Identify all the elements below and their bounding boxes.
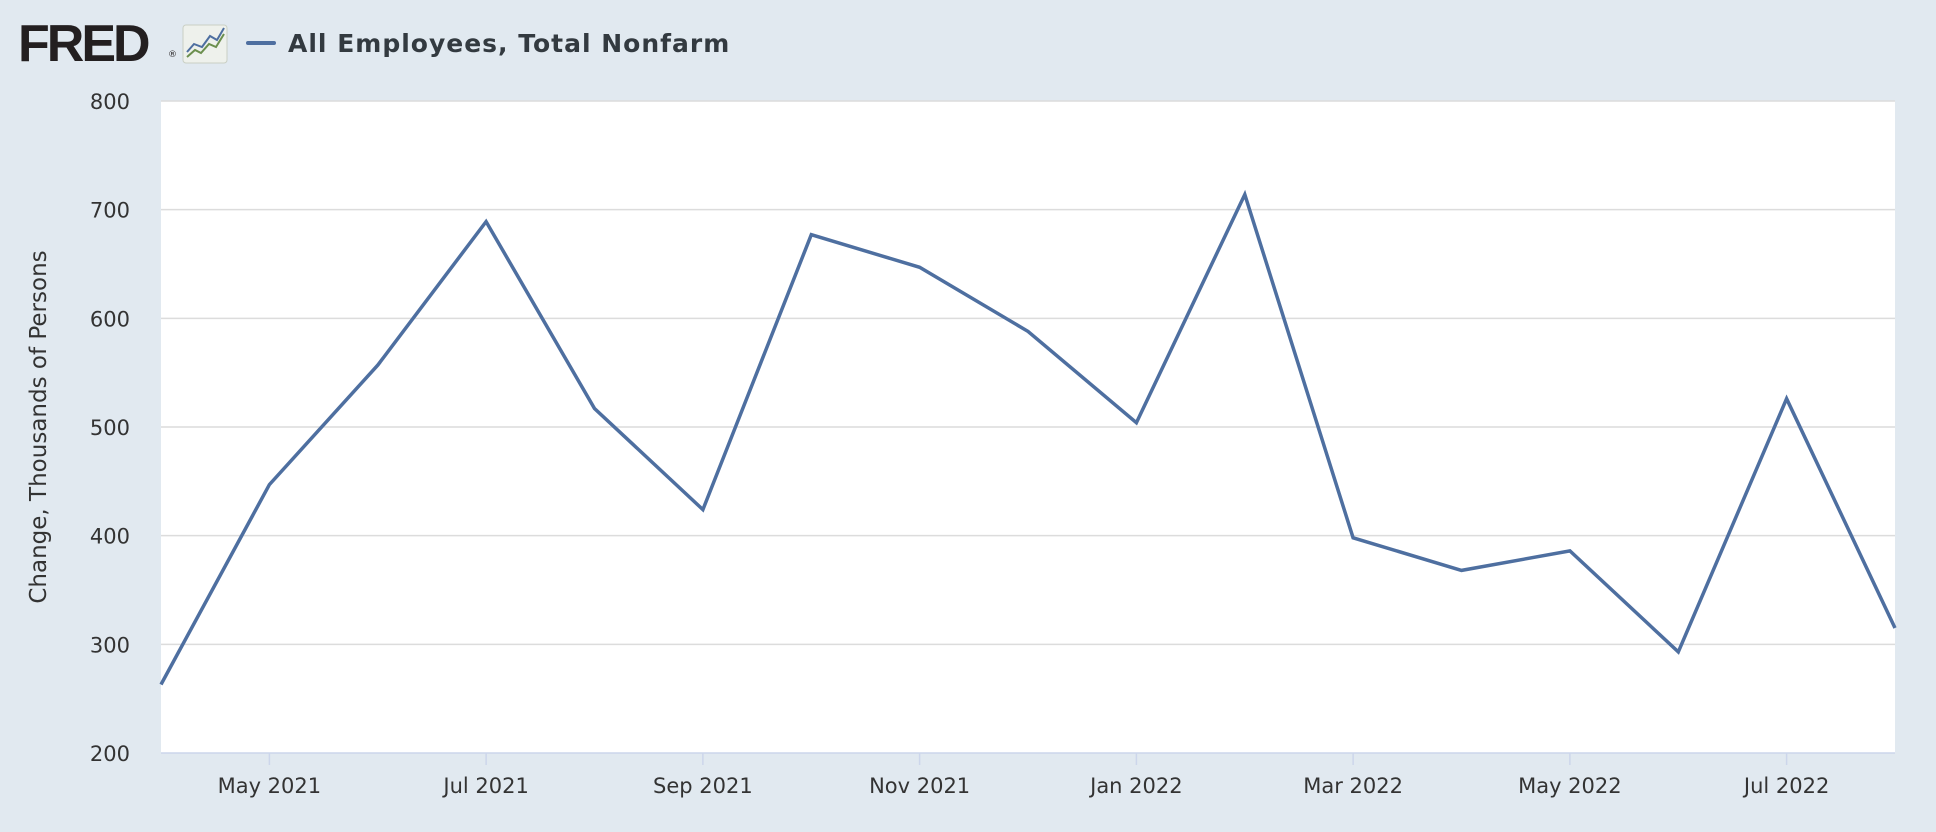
x-tick-label: Nov 2021 — [869, 774, 970, 798]
y-axis: 200 300 400 500 600 700 800 — [90, 90, 130, 766]
chart-header: FRED ® All Employees, Total Nonfarm — [0, 0, 1936, 90]
y-tick-label: 800 — [90, 90, 130, 114]
y-tick-label: 600 — [90, 307, 130, 331]
x-tick-label: Jul 2021 — [441, 774, 528, 798]
y-tick-label: 300 — [90, 633, 130, 657]
x-tick-label: Sep 2021 — [653, 774, 753, 798]
fred-logo[interactable]: FRED — [18, 15, 151, 73]
x-tick-label: Mar 2022 — [1303, 774, 1403, 798]
y-axis-title: Change, Thousands of Persons — [26, 250, 52, 603]
y-tick-label: 400 — [90, 525, 130, 549]
y-tick-label: 700 — [90, 199, 130, 223]
fred-graph-icon — [182, 24, 228, 64]
legend-swatch — [246, 41, 276, 45]
legend-label: All Employees, Total Nonfarm — [288, 28, 731, 58]
y-tick-label: 200 — [90, 742, 130, 766]
x-axis: May 2021 Jul 2021 Sep 2021 Nov 2021 Jan 2022… — [218, 753, 1829, 798]
x-tick-label: May 2021 — [218, 774, 322, 798]
y-tick-label: 500 — [90, 416, 130, 440]
series-line-all-employees-total-nonfarm[interactable] — [159, 189, 1897, 686]
legend[interactable]: All Employees, Total Nonfarm — [246, 26, 730, 60]
x-tick-label: Jan 2022 — [1088, 774, 1183, 798]
gridlines — [161, 100, 1895, 754]
fred-logo-registered-mark: ® — [168, 50, 177, 60]
x-tick-label: May 2022 — [1518, 774, 1622, 798]
x-tick-label: Jul 2022 — [1742, 774, 1829, 798]
